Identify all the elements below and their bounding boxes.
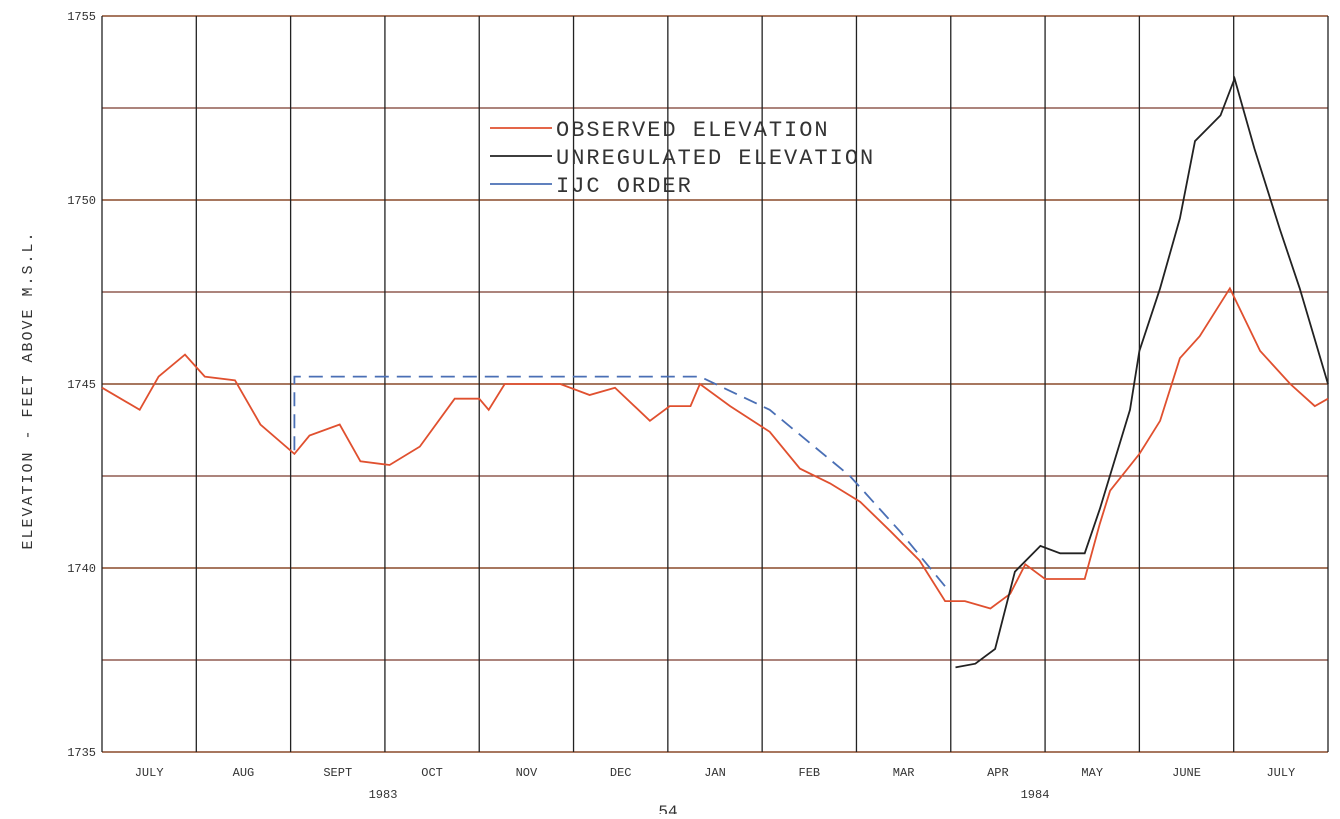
x-tick-label: SEPT [323,766,352,780]
x-tick-label: MAY [1081,766,1103,780]
year-label: 1983 [369,788,398,802]
data-line [955,75,1329,669]
x-tick-label: JULY [135,766,164,780]
y-tick-label: 1755 [67,10,96,24]
x-tick-label: JUNE [1172,766,1201,780]
x-tick-label: DEC [610,766,632,780]
x-tick-label: OCT [421,766,443,780]
x-tick-label: MAR [893,766,915,780]
legend-label: OBSERVED ELEVATION [556,118,830,143]
y-axis-label: ELEVATION - FEET ABOVE M.S.L. [20,230,37,549]
x-tick-label: APR [987,766,1009,780]
data-line [293,375,946,587]
x-tick-label: JULY [1266,766,1295,780]
data-line [101,286,1329,610]
y-tick-label: 1745 [67,378,96,392]
y-tick-label: 1735 [67,746,96,760]
y-tick-label: 1740 [67,562,96,576]
page-number: 54 [658,803,677,814]
x-tick-label: NOV [516,766,538,780]
x-tick-label: FEB [799,766,821,780]
y-tick-label: 1750 [67,194,96,208]
x-tick-label: JAN [704,766,726,780]
x-tick-label: AUG [233,766,255,780]
legend-label: IJC ORDER [556,174,693,199]
legend-label: UNREGULATED ELEVATION [556,146,875,171]
year-label: 1984 [1021,788,1050,802]
